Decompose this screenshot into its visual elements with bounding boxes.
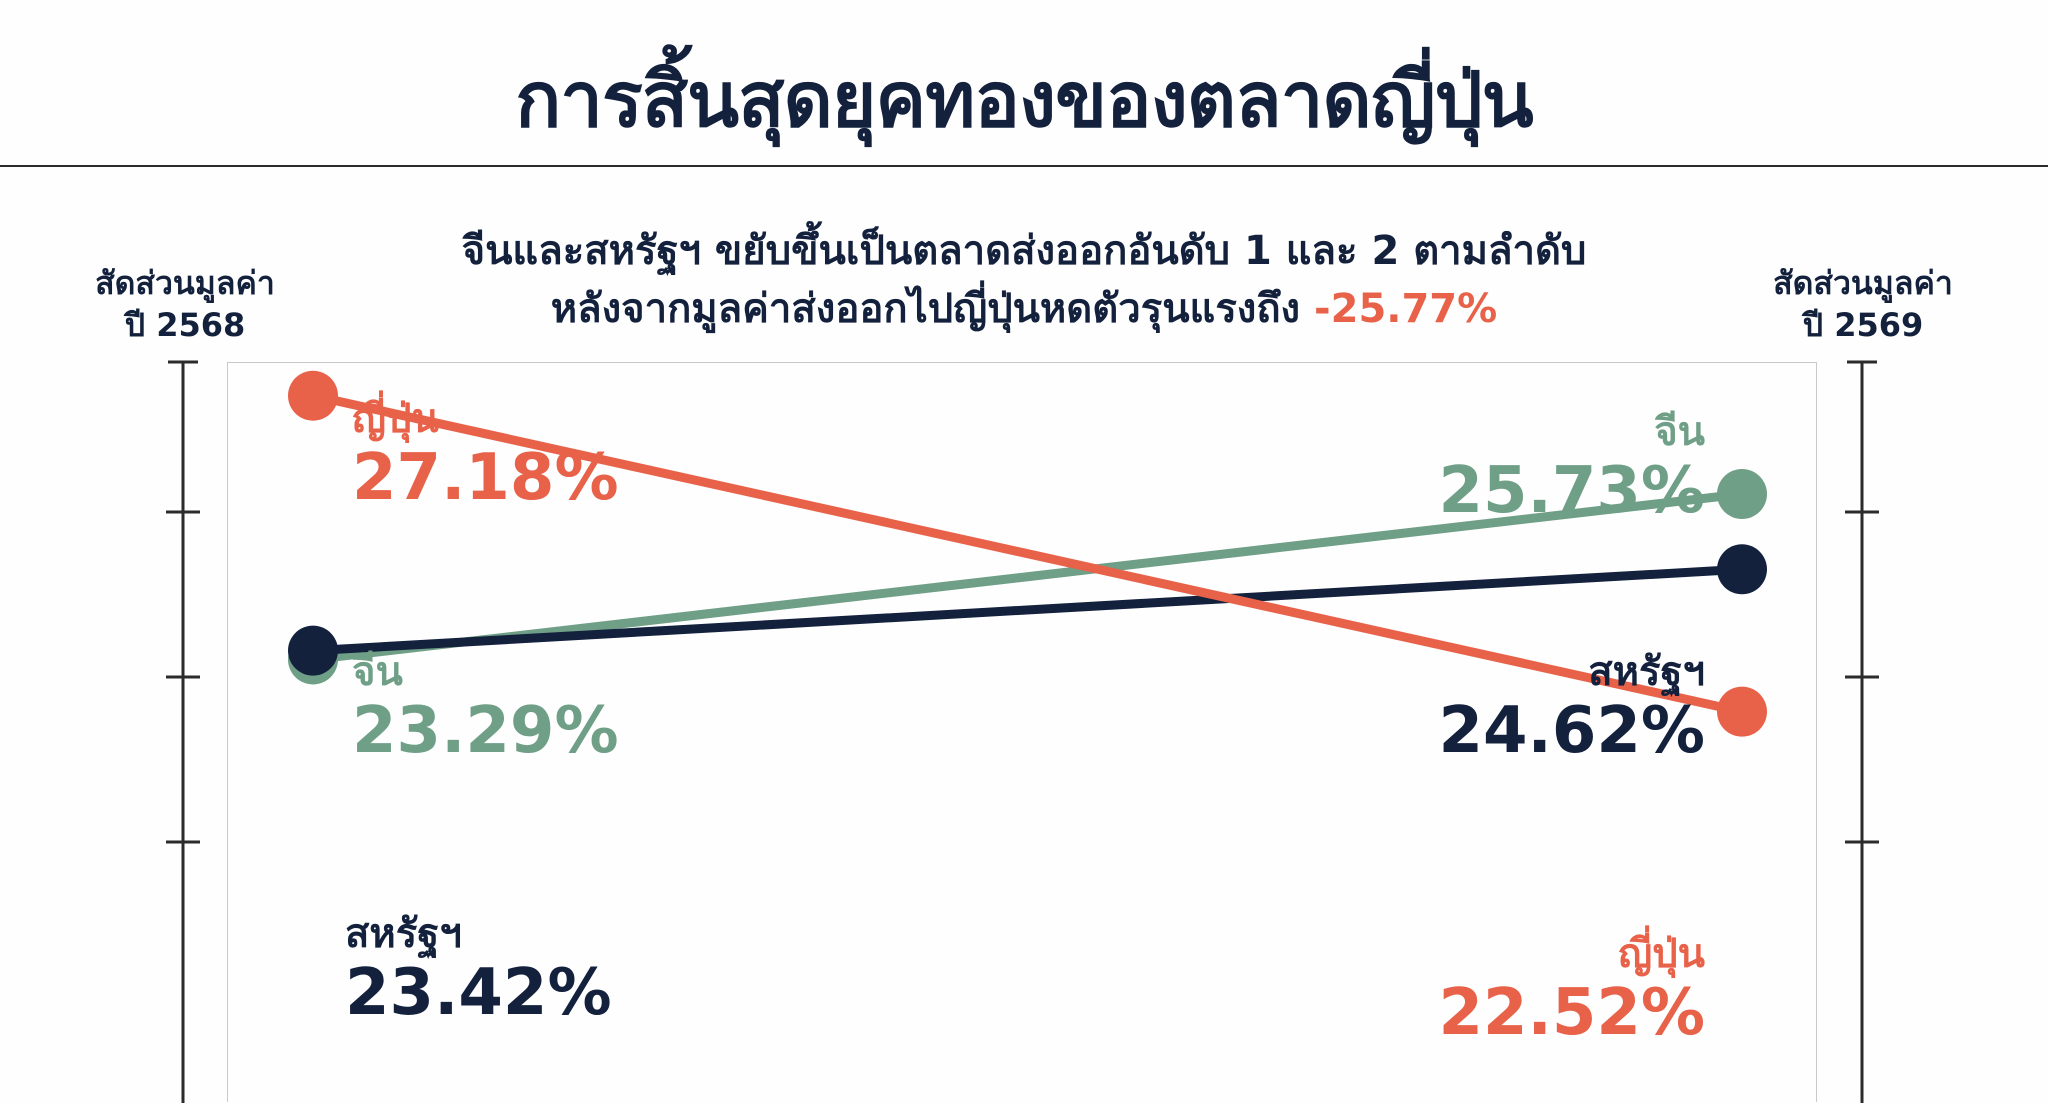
- label-usa-2568: สหรัฐฯ 23.42%: [345, 910, 612, 1028]
- axes: [166, 360, 1879, 1103]
- subtitle-line-1: จีนและสหรัฐฯ ขยับขึ้นเป็นตลาดส่งออกอันดั…: [461, 228, 1587, 274]
- label-japan-2568: ญี่ปุ่น 27.18%: [352, 395, 619, 513]
- series-name-japan: ญี่ปุ่น: [1618, 931, 1705, 977]
- series-name-china: จีน: [352, 649, 403, 695]
- decline-highlight: -25.77%: [1314, 286, 1498, 332]
- series-line-china: [308, 489, 1747, 664]
- label-china-2568: จีน 23.29%: [352, 648, 619, 766]
- subtitle-text: หลังจากมูลค่าส่งออกไปญี่ปุ่นหดตัวรุนแรงถ…: [550, 286, 1315, 332]
- title-divider: [0, 165, 2048, 167]
- label-china-2569: จีน 25.73%: [1405, 408, 1705, 526]
- series-name-china: จีน: [1654, 409, 1705, 455]
- value-china-2568: 23.29%: [352, 694, 619, 768]
- label-japan-2569: ญี่ปุ่น 22.52%: [1405, 930, 1705, 1048]
- series-line-usa: [308, 564, 1747, 656]
- right-axis-label-year: ปี 2569: [1802, 306, 1924, 344]
- right-axis-label: สัดส่วนมูลค่า ปี 2569: [1733, 262, 1993, 346]
- left-axis-label: สัดส่วนมูลค่า ปี 2568: [55, 262, 315, 346]
- subtitle-line-2: หลังจากมูลค่าส่งออกไปญี่ปุ่นหดตัวรุนแรงถ…: [0, 276, 2048, 340]
- data-point-japan-2569: [1717, 686, 1767, 737]
- left-axis-label-line-1: สัดส่วนมูลค่า: [95, 264, 275, 302]
- data-point-japan-2568: [288, 370, 338, 421]
- series-line-japan: [308, 391, 1747, 717]
- value-china-2569: 25.73%: [1438, 454, 1705, 528]
- series-name-usa: สหรัฐฯ: [1588, 649, 1705, 695]
- chart-title: การสิ้นสุดยุคทองของตลาดญี่ปุ่น: [515, 55, 1533, 144]
- label-usa-2569: สหรัฐฯ 24.62%: [1405, 648, 1705, 766]
- value-usa-2569: 24.62%: [1438, 694, 1705, 768]
- data-point-usa-2568: [288, 625, 338, 676]
- value-japan-2569: 22.52%: [1438, 976, 1705, 1050]
- left-axis-label-year: ปี 2568: [124, 306, 246, 344]
- data-point-china-2569: [1717, 469, 1767, 520]
- series-name-japan: ญี่ปุ่น: [352, 396, 439, 442]
- data-point-usa-2569: [1717, 544, 1767, 595]
- right-axis-label-line-1: สัดส่วนมูลค่า: [1773, 264, 1953, 302]
- series: [288, 370, 1767, 737]
- chart-frame: [227, 362, 1817, 1102]
- value-usa-2568: 23.42%: [345, 956, 612, 1030]
- series-name-usa: สหรัฐฯ: [345, 911, 462, 957]
- value-japan-2568: 27.18%: [352, 441, 619, 515]
